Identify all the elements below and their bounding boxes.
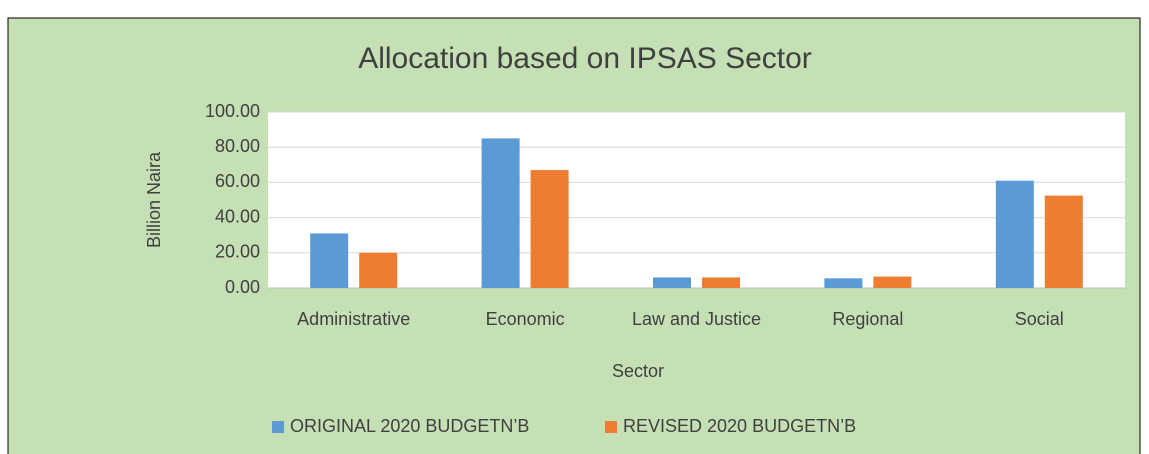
chart-title: Allocation based on IPSAS Sector [358,42,812,75]
bar [824,278,863,288]
plot-area [268,112,1125,288]
bar [702,277,740,288]
x-tick-label: Law and Justice [632,309,761,329]
x-axis-title: Sector [612,361,664,381]
y-axis-title: Billion Naira [144,151,164,248]
legend-label: ORIGINAL 2020 BUDGETN’B [290,416,529,436]
y-tick-label: 60.00 [215,171,260,191]
bar [530,170,569,288]
bar [310,233,349,288]
x-tick-label: Regional [832,309,903,329]
bar [359,252,398,288]
y-tick-label: 40.00 [215,206,260,226]
bar [653,277,691,288]
y-tick-label: 20.00 [215,242,260,262]
bar [1044,195,1083,288]
bar [481,138,520,288]
legend-swatch [272,421,284,433]
x-tick-label: Social [1015,309,1064,329]
x-tick-label: Economic [486,309,565,329]
bar [873,276,912,288]
y-tick-label: 80.00 [215,136,260,156]
y-tick-label: 0.00 [225,277,260,297]
x-tick-label: Administrative [297,309,410,329]
legend-label: REVISED 2020 BUDGETN’B [623,416,856,436]
y-tick-label: 100.00 [205,101,260,121]
legend-swatch [605,421,617,433]
bar [995,180,1034,288]
